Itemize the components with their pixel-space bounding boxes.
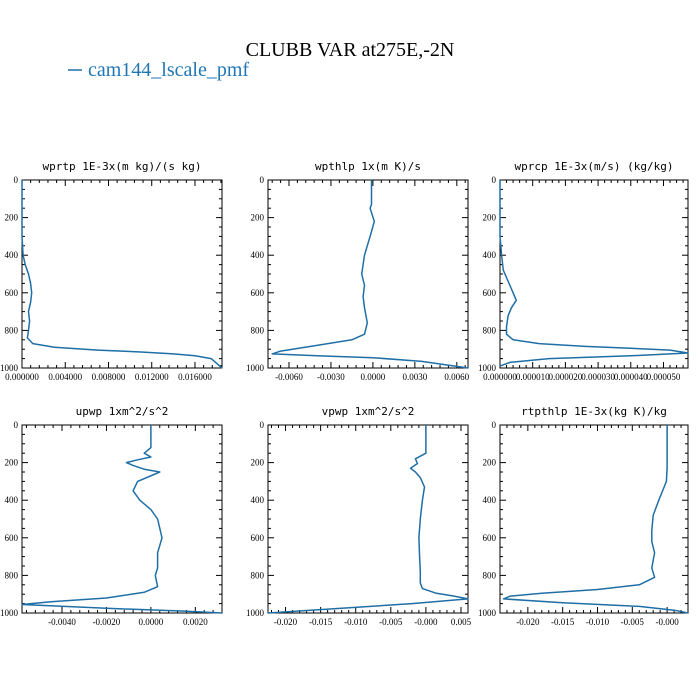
y-tick-label: 400	[5, 495, 19, 505]
series-line	[502, 425, 689, 614]
x-tick-label: 0.0060	[444, 372, 469, 382]
x-tick-label: 0.0000	[361, 372, 386, 382]
panel-4: upwp 1xm^2/s^2 0 200 400 600 800 1000 -0.0040 -0…	[0, 405, 223, 627]
y-tick-label: 800	[251, 325, 265, 335]
x-tick-label: 0.000000	[483, 372, 517, 382]
panel-title: wprcp 1E-3x(m/s) (kg/kg)	[515, 160, 674, 173]
y-tick-label: 200	[251, 213, 265, 223]
x-tick-label: -0.010	[344, 617, 368, 627]
x-tick-label: -0.005	[621, 617, 645, 627]
plot-frame	[499, 424, 689, 614]
x-tick-label: 0.000010	[516, 372, 550, 382]
y-tick-label: 600	[251, 533, 265, 543]
y-tick-label: 200	[251, 458, 265, 468]
x-tick-label: 0.000030	[581, 372, 615, 382]
x-tick-label: 0.000040	[614, 372, 648, 382]
y-tick-label: 200	[5, 458, 19, 468]
y-tick-label: 400	[483, 495, 497, 505]
series-line	[271, 180, 469, 369]
y-tick-label: 1000	[246, 363, 265, 373]
series-line	[21, 425, 223, 614]
y-tick-label: 200	[5, 213, 19, 223]
y-tick-label: 200	[483, 458, 497, 468]
y-tick-label: 0	[14, 420, 19, 430]
panel-title: vpwp 1xm^2/s^2	[322, 405, 415, 418]
x-tick-label: 0.004000	[48, 372, 82, 382]
panel-6: rtpthlp 1E-3x(kg K)/kg 0 200 400 600 800 1000 -…	[478, 405, 689, 627]
x-tick-label: 0.008000	[92, 372, 126, 382]
y-tick-label: 800	[5, 325, 19, 335]
y-tick-label: 0	[14, 175, 19, 185]
panel-2: wpthlp 1x(m K)/s 0 200 400 600 800 1000 -0.0060…	[246, 160, 470, 382]
panel-title: upwp 1xm^2/s^2	[76, 405, 169, 418]
panel-3: wprcp 1E-3x(m/s) (kg/kg) 0 200 400 600 800 100…	[478, 160, 689, 382]
series-line	[267, 425, 469, 614]
legend-label: cam144_lscale_pmf	[88, 59, 249, 81]
y-tick-label: 800	[483, 325, 497, 335]
panel-title: rtpthlp 1E-3x(kg K)/kg	[521, 405, 667, 418]
x-tick-label: 0.0020	[183, 617, 208, 627]
y-tick-label: 400	[251, 495, 265, 505]
x-tick-label: 0.0000	[139, 617, 164, 627]
x-tick-label: 0.000050	[647, 372, 681, 382]
plot-frame	[267, 179, 469, 369]
x-tick-label: -0.020	[274, 617, 298, 627]
y-tick-label: 400	[251, 250, 265, 260]
y-tick-label: 0	[492, 420, 497, 430]
legend: cam144_lscale_pmf	[68, 59, 249, 81]
y-tick-label: 400	[483, 250, 497, 260]
y-tick-label: 0	[260, 175, 265, 185]
y-tick-label: 400	[5, 250, 19, 260]
x-tick-label: -0.010	[586, 617, 610, 627]
plot-frame	[499, 179, 689, 369]
y-tick-label: 600	[483, 288, 497, 298]
y-tick-label: 1000	[246, 608, 265, 618]
y-tick-label: 800	[251, 570, 265, 580]
x-tick-label: 0.016000	[178, 372, 212, 382]
figure-title: CLUBB VAR at275E,-2N	[246, 39, 455, 61]
y-tick-label: 600	[251, 288, 265, 298]
plot-frame	[21, 179, 223, 369]
x-tick-label: -0.015	[551, 617, 575, 627]
y-tick-label: 1000	[478, 363, 497, 373]
x-tick-label: -0.020	[516, 617, 540, 627]
y-tick-label: 600	[5, 288, 19, 298]
series-line	[499, 180, 689, 367]
plot-frame	[21, 424, 223, 614]
panels: wprtp 1E-3x(m kg)/(s kg) 0 200 400 600 800 100…	[0, 160, 689, 627]
y-tick-label: 600	[5, 533, 19, 543]
y-tick-label: 1000	[0, 363, 19, 373]
x-tick-label: -0.0040	[48, 617, 76, 627]
y-tick-label: 1000	[0, 608, 19, 618]
x-tick-label: 0.012000	[135, 372, 169, 382]
y-tick-label: 200	[483, 213, 497, 223]
x-tick-label: -0.0030	[317, 372, 345, 382]
plot-frame	[267, 424, 469, 614]
y-tick-label: 800	[5, 570, 19, 580]
x-tick-label: -0.005	[379, 617, 403, 627]
x-tick-label: -0.0020	[93, 617, 121, 627]
x-tick-label: 0.000020	[549, 372, 583, 382]
x-tick-label: 0.005	[451, 617, 472, 627]
panel-title: wpthlp 1x(m K)/s	[315, 160, 421, 173]
x-tick-label: -0.000	[655, 617, 679, 627]
y-tick-label: 600	[483, 533, 497, 543]
y-tick-label: 0	[492, 175, 497, 185]
panel-5: vpwp 1xm^2/s^2 0 200 400 600 800 1000 -0.020 -0.…	[246, 405, 472, 627]
x-tick-label: -0.015	[309, 617, 333, 627]
x-tick-label: -0.0060	[275, 372, 303, 382]
y-tick-label: 800	[483, 570, 497, 580]
series-line	[21, 180, 223, 369]
x-tick-label: -0.000	[414, 617, 438, 627]
x-tick-label: 0.0030	[402, 372, 427, 382]
y-tick-label: 0	[260, 420, 265, 430]
x-tick-label: 0.000000	[5, 372, 39, 382]
y-tick-label: 1000	[478, 608, 497, 618]
panel-title: wprtp 1E-3x(m kg)/(s kg)	[43, 160, 202, 173]
panel-1: wprtp 1E-3x(m kg)/(s kg) 0 200 400 600 800 100…	[0, 160, 223, 382]
